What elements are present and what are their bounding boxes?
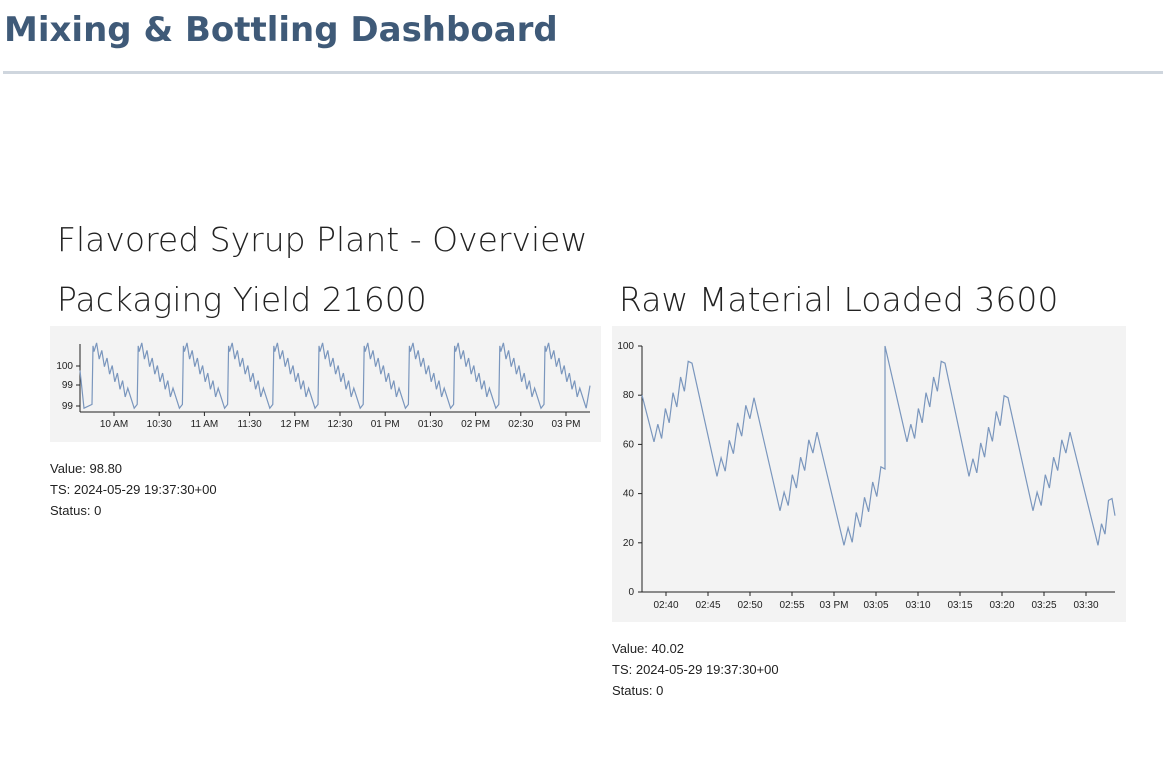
plant-title: Flavored Syrup Plant - Overview — [57, 220, 588, 259]
x-tick-label: 03 PM — [820, 600, 849, 611]
x-tick-label: 03:05 — [863, 600, 888, 611]
raw-material-title: Raw Material Loaded 3600 — [619, 280, 1059, 319]
x-tick-label: 03 PM — [552, 419, 581, 430]
header-bar: Mixing & Bottling Dashboard — [3, 0, 1163, 74]
x-tick-label: 03:10 — [905, 600, 930, 611]
packaging-yield-info: Value: 98.80 TS: 2024-05-29 19:37:30+00 … — [50, 458, 217, 521]
x-tick-label: 02:45 — [695, 600, 720, 611]
packaging-yield-chart-svg: 100 99 99 10 AM 10:30 11 AM 11:30 12 PM 12:30 01 … — [56, 342, 591, 430]
x-tick-label: 02:50 — [737, 600, 762, 611]
raw-material-chart: 0 20 40 60 80 100 02:40 02:45 02:50 02:55 03 PM 03:… — [612, 326, 1126, 622]
packaging-yield-status: Status: 0 — [50, 503, 102, 518]
x-tick-label: 03:15 — [947, 600, 972, 611]
x-tick-label: 02 PM — [461, 419, 490, 430]
y-tick-label: 0 — [628, 587, 634, 598]
raw-material-chart-svg: 0 20 40 60 80 100 02:40 02:45 02:50 02:55 03 PM 03:… — [617, 341, 1116, 611]
x-tick-label: 01:30 — [418, 419, 443, 430]
raw-material-status: Status: 0 — [612, 683, 664, 698]
x-tick-label: 10 AM — [100, 419, 128, 430]
packaging-yield-chart: 100 99 99 10 AM 10:30 11 AM 11:30 12 PM 12:30 01 … — [50, 326, 601, 442]
packaging-yield-value: Value: 98.80 — [50, 461, 123, 476]
y-tick-label: 60 — [623, 439, 635, 450]
raw-material-value: Value: 40.02 — [612, 641, 685, 656]
x-tick-label: 02:55 — [779, 600, 804, 611]
x-tick-label: 03:30 — [1073, 600, 1098, 611]
raw-material-series-line — [641, 345, 1116, 546]
x-tick-label: 03:25 — [1031, 600, 1056, 611]
x-tick-label: 10:30 — [147, 419, 172, 430]
x-tick-label: 01 PM — [371, 419, 400, 430]
y-tick-label: 40 — [623, 489, 635, 500]
dashboard-title: Mixing & Bottling Dashboard — [4, 10, 558, 50]
x-tick-label: 02:40 — [653, 600, 678, 611]
x-tick-label: 12:30 — [327, 419, 352, 430]
y-tick-label: 20 — [623, 538, 635, 549]
raw-material-timestamp: TS: 2024-05-29 19:37:30+00 — [612, 662, 779, 677]
y-tick-label: 80 — [623, 390, 635, 401]
y-tick-label: 99 — [62, 401, 74, 412]
x-tick-label: 11 AM — [191, 419, 219, 430]
packaging-yield-series-line — [79, 342, 591, 410]
packaging-yield-timestamp: TS: 2024-05-29 19:37:30+00 — [50, 482, 217, 497]
x-tick-label: 12 PM — [280, 419, 309, 430]
packaging-yield-title: Packaging Yield 21600 — [57, 280, 427, 319]
x-tick-label: 03:20 — [989, 600, 1014, 611]
raw-material-info: Value: 40.02 TS: 2024-05-29 19:37:30+00 … — [612, 638, 779, 701]
x-tick-label: 11:30 — [237, 419, 262, 430]
y-tick-label: 100 — [617, 341, 634, 352]
y-tick-label: 99 — [62, 380, 74, 391]
y-tick-label: 100 — [56, 361, 73, 372]
x-tick-label: 02:30 — [508, 419, 533, 430]
